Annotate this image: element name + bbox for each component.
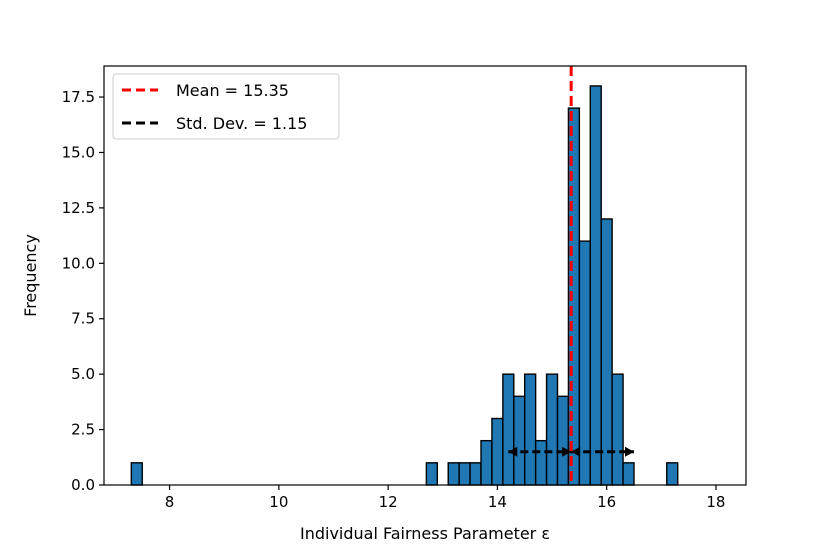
plot-frame — [103, 65, 747, 486]
histogram-bar — [556, 395, 570, 486]
histogram-bar — [534, 439, 548, 486]
histogram-bar — [545, 373, 559, 486]
y-tick-label: 2.5 — [71, 421, 95, 439]
y-tick-label: 17.5 — [62, 88, 95, 106]
histogram-bar — [666, 462, 679, 486]
x-axis-label: Individual Fairness Parameter ε — [300, 524, 550, 543]
histogram-bar — [502, 373, 515, 486]
y-tick-label: 7.5 — [71, 310, 95, 328]
y-tick-label: 0.0 — [71, 476, 95, 494]
arrow-head — [562, 446, 572, 457]
arrow-head — [508, 446, 518, 457]
y-tick-label: 15.0 — [62, 143, 95, 161]
x-tick-label: 18 — [706, 493, 725, 511]
y-tick-label: 12.5 — [62, 199, 95, 217]
histogram-bar — [458, 462, 471, 486]
x-tick-label: 14 — [488, 493, 507, 511]
histogram-bar — [425, 462, 438, 486]
legend-box — [112, 73, 340, 140]
histogram-bar — [491, 417, 504, 486]
arrow-head — [571, 446, 581, 457]
y-tick-label: 10.0 — [62, 254, 95, 272]
histogram-bar — [524, 373, 537, 486]
std-dev-arrows — [508, 446, 634, 457]
y-axis-label: Frequency — [21, 234, 40, 317]
histogram-bar — [578, 240, 591, 486]
legend: Mean = 15.35 Std. Dev. = 1.15 — [112, 73, 340, 140]
histogram-bar — [513, 395, 526, 486]
histogram-bar — [469, 462, 482, 486]
histogram-bar — [447, 462, 460, 486]
legend-std-label: Std. Dev. = 1.15 — [176, 114, 307, 133]
histogram-bar — [480, 439, 493, 486]
x-tick-label: 8 — [165, 493, 175, 511]
arrow-head — [624, 446, 634, 457]
y-axis-ticks: 0.0 2.5 5.0 7.5 10.0 12.5 15.0 17.5 — [62, 88, 104, 494]
histogram-bar — [622, 462, 635, 486]
histogram-bar — [611, 373, 624, 486]
histogram-bar — [130, 462, 143, 486]
x-tick-label: 10 — [269, 493, 288, 511]
y-tick-label: 5.0 — [71, 365, 95, 383]
x-tick-label: 16 — [597, 493, 616, 511]
legend-mean-label: Mean = 15.35 — [176, 81, 289, 100]
histogram-bar — [600, 218, 613, 486]
x-tick-label: 12 — [379, 493, 398, 511]
x-axis-ticks: 8 10 12 14 16 18 — [165, 485, 725, 511]
histogram-bar — [589, 85, 602, 486]
